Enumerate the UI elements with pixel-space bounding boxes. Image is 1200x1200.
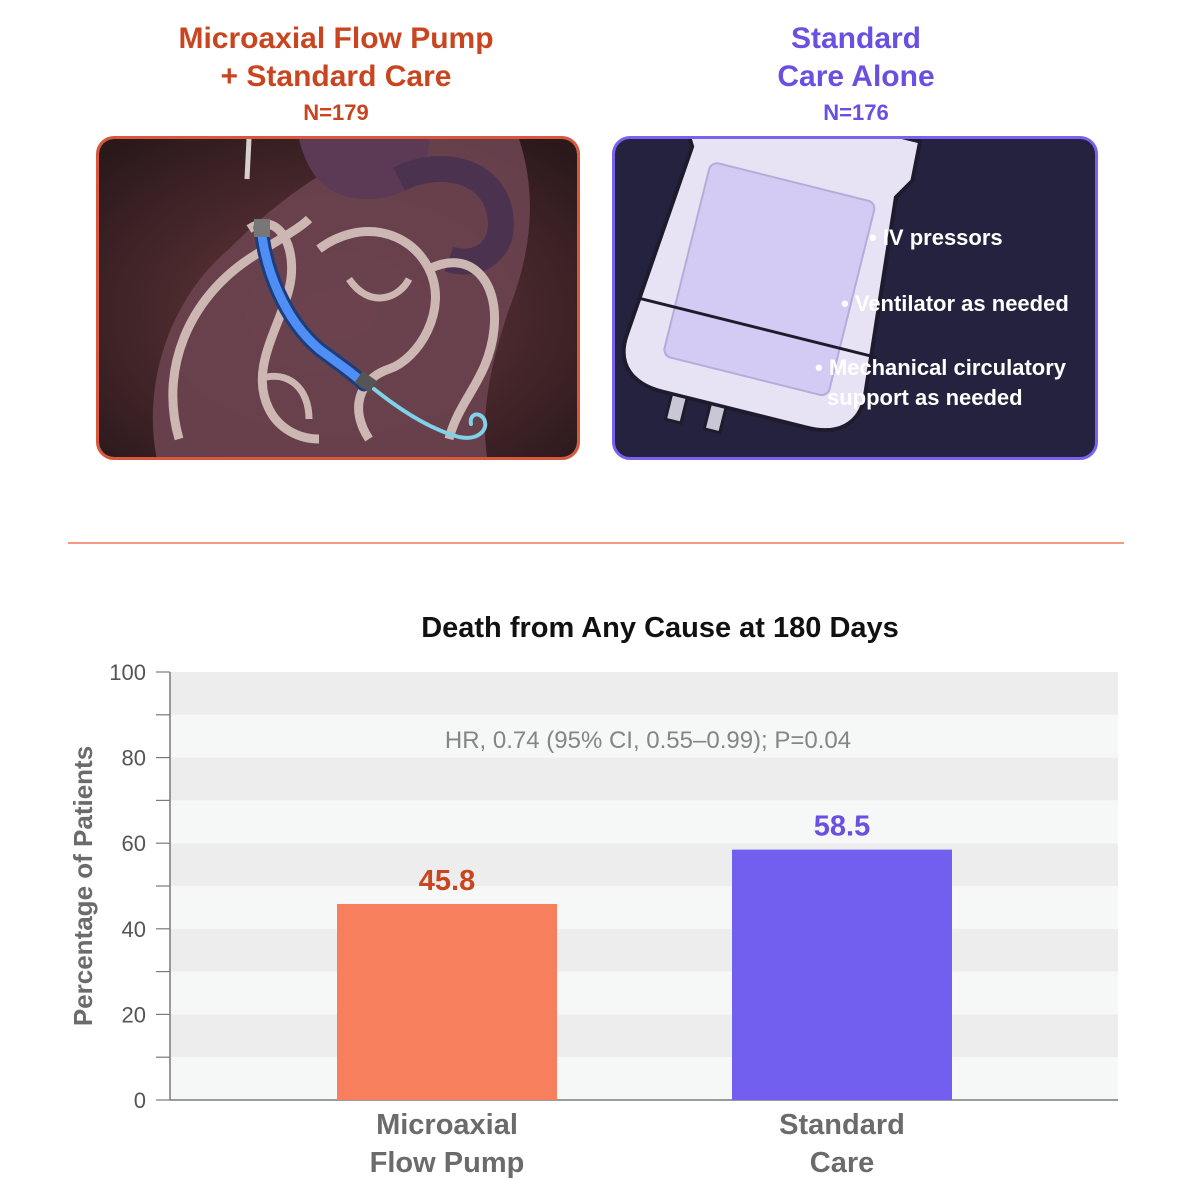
- grid-band: [170, 1014, 1118, 1058]
- grid-band: [170, 800, 1118, 844]
- care-group-heading: Standard Care Alone N=176: [616, 20, 1096, 126]
- y-tick-label: 40: [122, 917, 146, 942]
- x-category-label: Microaxial: [376, 1109, 518, 1141]
- y-tick-label: 100: [109, 660, 146, 685]
- grid-band: [170, 843, 1118, 886]
- heart-pump-illustration: [99, 139, 577, 457]
- grid-band: [170, 1057, 1118, 1100]
- grid-band: [170, 928, 1118, 972]
- bar-chart: 0 20 40 60 80 100 Percentage of Patients HR, 0.…: [68, 660, 1118, 1179]
- x-category-label: Standard: [779, 1109, 905, 1141]
- y-tick-label: 80: [122, 746, 146, 771]
- bullet-mcs-line2: support as needed: [827, 385, 1023, 410]
- chart-title: Death from Any Cause at 180 Days: [421, 612, 899, 644]
- y-tick-label: 0: [134, 1088, 146, 1113]
- pump-illustration-panel: [96, 136, 580, 460]
- y-tick-label: 60: [122, 831, 146, 856]
- standard-care-panel: • IV pressors • Ventilator as needed • M…: [612, 136, 1098, 460]
- pump-group-n: N=179: [303, 100, 369, 125]
- grid-band: [170, 971, 1118, 1015]
- care-group-n: N=176: [823, 100, 889, 125]
- grid-band: [170, 757, 1118, 801]
- y-axis-label: Percentage of Patients: [68, 746, 98, 1026]
- x-category-label: Flow Pump: [370, 1147, 525, 1179]
- hazard-ratio-annotation: HR, 0.74 (95% CI, 0.55–0.99); P=0.04: [445, 727, 851, 754]
- bullet-ventilator: • Ventilator as needed: [841, 291, 1069, 316]
- bar-standard-care: [732, 849, 952, 1100]
- bullet-mcs-line1: • Mechanical circulatory: [815, 355, 1067, 380]
- pump-group-heading: Microaxial Flow Pump + Standard Care N=1…: [96, 20, 576, 126]
- y-tick-label: 20: [122, 1002, 146, 1027]
- care-group-title-2: Care Alone: [777, 60, 935, 93]
- iv-bag-illustration: [621, 139, 923, 435]
- pump-group-title-2: + Standard Care: [220, 60, 452, 93]
- bar-microaxial-flow-pump: [337, 903, 557, 1100]
- care-group-title-1: Standard: [790, 22, 922, 55]
- section-divider: [68, 542, 1124, 544]
- grid-band: [170, 886, 1118, 929]
- pump-group-title-1: Microaxial Flow Pump: [178, 22, 494, 55]
- bar-value-label: 58.5: [814, 811, 870, 843]
- grid-band: [170, 672, 1118, 715]
- bullet-iv-pressors: • IV pressors: [869, 225, 1003, 250]
- care-bullet-list: • IV pressors • Ventilator as needed • M…: [615, 139, 1095, 457]
- bar-value-label: 45.8: [419, 865, 475, 897]
- x-category-label: Care: [810, 1147, 875, 1179]
- grid-band: [170, 714, 1118, 758]
